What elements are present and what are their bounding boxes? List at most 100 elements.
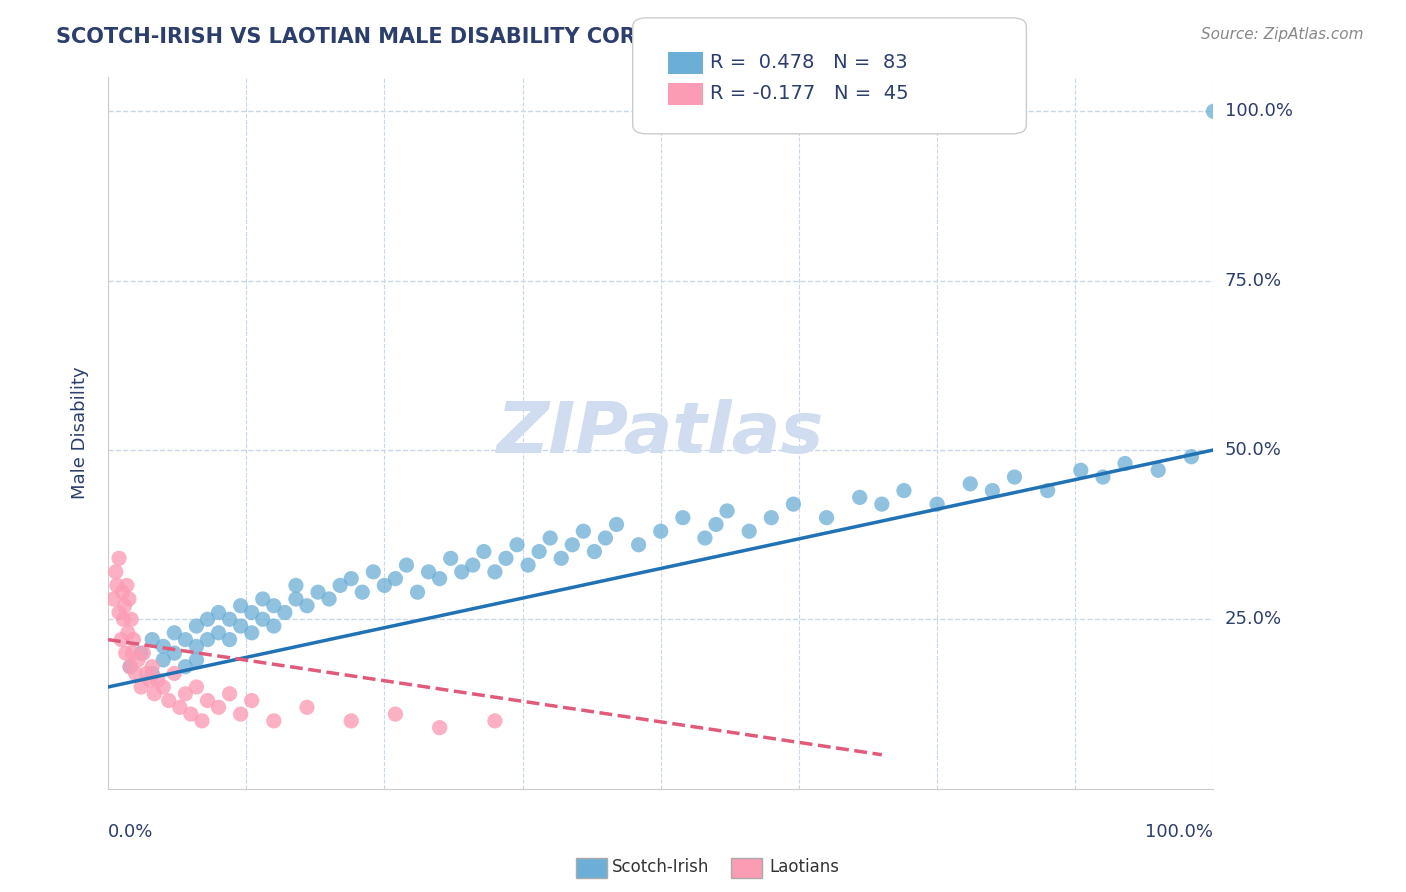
Point — [229, 707, 252, 722]
Point — [450, 565, 472, 579]
Point — [163, 646, 186, 660]
Point — [197, 612, 219, 626]
Point — [141, 632, 163, 647]
Point — [152, 640, 174, 654]
Point — [583, 544, 606, 558]
Point — [112, 612, 135, 626]
Point — [506, 538, 529, 552]
Point — [650, 524, 672, 539]
Point — [352, 585, 374, 599]
Point — [484, 565, 506, 579]
Point — [440, 551, 463, 566]
Point — [115, 578, 138, 592]
Point — [169, 700, 191, 714]
Point — [284, 591, 307, 606]
Text: 25.0%: 25.0% — [1225, 610, 1282, 628]
Point — [108, 551, 131, 566]
Point — [981, 483, 1004, 498]
Point — [129, 680, 152, 694]
Point — [122, 632, 145, 647]
Point — [1070, 463, 1092, 477]
Point — [1004, 470, 1026, 484]
Point — [406, 585, 429, 599]
Point — [129, 646, 152, 660]
Point — [263, 619, 285, 633]
Text: 100.0%: 100.0% — [1146, 823, 1213, 841]
Point — [307, 585, 329, 599]
Point — [186, 640, 208, 654]
Point — [186, 619, 208, 633]
Point — [218, 632, 240, 647]
Point — [848, 491, 870, 505]
Point — [157, 693, 180, 707]
Point — [605, 517, 627, 532]
Point — [561, 538, 583, 552]
Point — [141, 666, 163, 681]
Point — [135, 666, 157, 681]
Point — [550, 551, 572, 566]
Y-axis label: Male Disability: Male Disability — [72, 367, 89, 500]
Point — [716, 504, 738, 518]
Point — [363, 565, 385, 579]
Point — [1202, 104, 1225, 119]
Point — [782, 497, 804, 511]
Point — [114, 646, 136, 660]
Point — [538, 531, 561, 545]
Point — [124, 666, 146, 681]
Point — [207, 700, 229, 714]
Point — [870, 497, 893, 511]
Point — [146, 673, 169, 688]
Point — [373, 578, 395, 592]
Point — [229, 619, 252, 633]
Point — [139, 673, 162, 688]
Point — [240, 625, 263, 640]
Point — [152, 653, 174, 667]
Point — [174, 632, 197, 647]
Point — [572, 524, 595, 539]
Point — [252, 591, 274, 606]
Point — [120, 612, 142, 626]
Point — [274, 606, 297, 620]
Point — [110, 632, 132, 647]
Point — [103, 591, 125, 606]
Point — [240, 606, 263, 620]
Point — [318, 591, 340, 606]
Point — [114, 599, 136, 613]
Point — [263, 599, 285, 613]
Point — [672, 510, 695, 524]
Point — [218, 687, 240, 701]
Point — [186, 653, 208, 667]
Point — [132, 646, 155, 660]
Point — [117, 625, 139, 640]
Point — [418, 565, 440, 579]
Point — [197, 693, 219, 707]
Text: 0.0%: 0.0% — [108, 823, 153, 841]
Point — [693, 531, 716, 545]
Point — [207, 606, 229, 620]
Point — [1036, 483, 1059, 498]
Point — [111, 585, 134, 599]
Point — [1091, 470, 1114, 484]
Point — [384, 572, 406, 586]
Point — [761, 510, 783, 524]
Text: 50.0%: 50.0% — [1225, 441, 1281, 459]
Point — [472, 544, 495, 558]
Point — [105, 578, 128, 592]
Point — [893, 483, 915, 498]
Point — [120, 659, 142, 673]
Point — [186, 680, 208, 694]
Point — [197, 632, 219, 647]
Point — [295, 700, 318, 714]
Point — [104, 565, 127, 579]
Point — [191, 714, 214, 728]
Point — [704, 517, 727, 532]
Point — [284, 578, 307, 592]
Point — [121, 646, 143, 660]
Point — [295, 599, 318, 613]
Point — [141, 659, 163, 673]
Text: 75.0%: 75.0% — [1225, 272, 1282, 290]
Point — [240, 693, 263, 707]
Point — [340, 714, 363, 728]
Point — [495, 551, 517, 566]
Point — [527, 544, 550, 558]
